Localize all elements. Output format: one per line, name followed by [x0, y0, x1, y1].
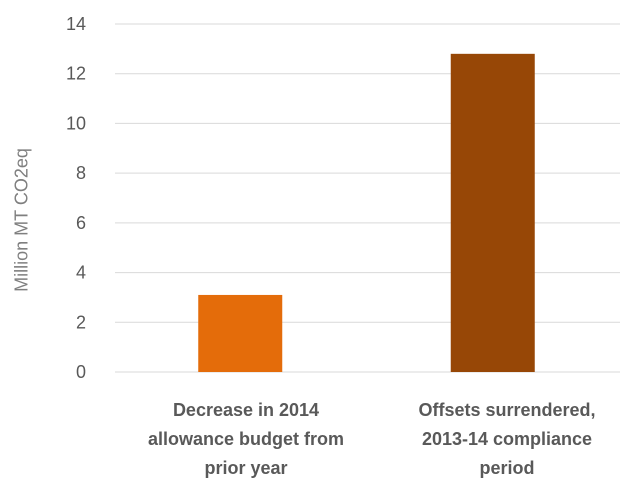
x-tick-label-0-line-2: prior year: [204, 458, 288, 478]
x-tick-label-0: Decrease in 2014 allowance budget from p…: [126, 396, 366, 483]
y-tick-label-12: 12: [66, 64, 86, 84]
bar-1: [450, 53, 535, 372]
y-axis-label: Million MT CO2eq: [11, 148, 32, 292]
y-tick-label-8: 8: [76, 163, 86, 183]
y-tick-label-10: 10: [66, 113, 86, 133]
x-tick-label-0-line-1: allowance budget from: [147, 429, 345, 449]
x-tick-label-1-line-1: 2013-14 compliance: [421, 429, 593, 449]
y-tick-label-2: 2: [76, 312, 86, 332]
x-tick-label-1-line-2: period: [479, 458, 535, 478]
x-tick-label-1-line-0: Offsets surrendered,: [418, 400, 596, 420]
y-tick-label-0: 0: [76, 362, 86, 382]
x-tick-label-0-line-0: Decrease in 2014: [172, 400, 320, 420]
x-tick-label-1: Offsets surrendered, 2013-14 compliance …: [387, 396, 627, 483]
y-tick-label-4: 4: [76, 263, 86, 283]
y-tick-label-14: 14: [66, 14, 86, 34]
y-tick-label-6: 6: [76, 213, 86, 233]
bar-0: [198, 294, 283, 372]
